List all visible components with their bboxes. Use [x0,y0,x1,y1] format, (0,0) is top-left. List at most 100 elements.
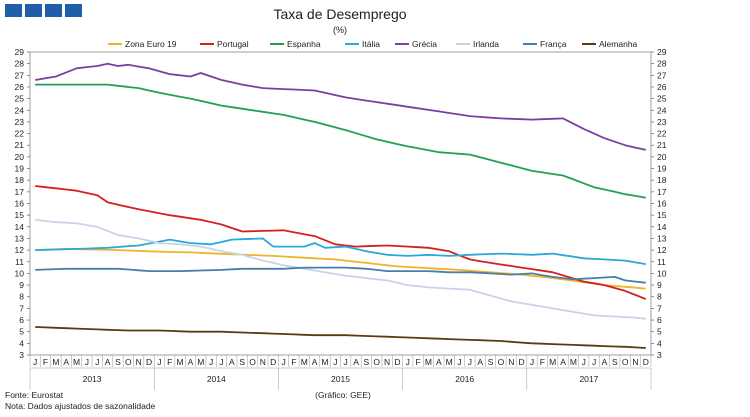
x-month-label: D [643,357,649,367]
x-month-label: J [157,357,161,367]
y-tick-label-right: 26 [657,82,667,92]
y-tick-label-right: 14 [657,222,667,232]
y-tick-label-left: 3 [19,350,24,360]
y-tick-label-left: 14 [15,222,25,232]
x-month-label: M [425,357,432,367]
chart-subtitle: (%) [333,25,347,35]
y-tick-label-right: 27 [657,70,667,80]
y-tick-label-left: 9 [19,280,24,290]
y-tick-label-right: 13 [657,233,667,243]
x-month-label: N [384,357,390,367]
x-month-label: N [136,357,142,367]
y-tick-label-left: 17 [15,187,25,197]
x-month-label: A [436,357,442,367]
series-line-portugal [35,185,647,300]
x-month-label: A [63,357,69,367]
x-month-label: M [73,357,80,367]
y-tick-label-right: 15 [657,210,667,220]
logo-block [5,4,22,17]
x-month-label: D [519,357,525,367]
y-tick-label-left: 24 [15,105,25,115]
x-month-label: A [560,357,566,367]
x-month-label: N [508,357,514,367]
legend-label-zona-euro-19: Zona Euro 19 [125,39,177,49]
x-month-label: F [167,357,172,367]
y-tick-label-right: 23 [657,117,667,127]
x-month-label: N [260,357,266,367]
x-month-label: O [249,357,256,367]
y-tick-label-right: 8 [657,292,662,302]
y-tick-label-right: 12 [657,245,667,255]
x-month-label: A [312,357,318,367]
y-tick-label-left: 26 [15,82,25,92]
x-year-label: 2017 [579,374,598,384]
x-month-label: A [602,357,608,367]
series-line-zona-euro-19 [35,247,646,290]
x-month-label: J [468,357,472,367]
y-tick-label-left: 22 [15,129,25,139]
x-month-label: M [197,357,204,367]
x-month-label: S [612,357,618,367]
x-month-label: J [582,357,586,367]
y-tick-label-right: 4 [657,338,662,348]
legend-label-grecia: Grécia [412,39,437,49]
x-month-label: D [394,357,400,367]
y-tick-label-right: 29 [657,47,667,57]
x-month-label: J [344,357,348,367]
x-month-label: J [33,357,37,367]
x-year-label: 2014 [207,374,226,384]
x-month-label: M [177,357,184,367]
y-tick-label-left: 16 [15,199,25,209]
y-tick-label-left: 25 [15,94,25,104]
y-tick-label-left: 8 [19,292,24,302]
source-note: Fonte: Eurostat [5,390,64,400]
x-month-label: J [457,357,461,367]
y-tick-label-right: 24 [657,105,667,115]
y-tick-label-right: 3 [657,350,662,360]
x-month-label: J [592,357,596,367]
x-month-label: J [281,357,285,367]
x-month-label: M [52,357,59,367]
legend-label-franca: França [540,39,567,49]
x-month-label: A [188,357,194,367]
logo-block [65,4,82,17]
x-month-label: O [373,357,380,367]
y-tick-label-left: 12 [15,245,25,255]
legend-label-alemanha: Alemanha [599,39,638,49]
y-tick-label-right: 11 [657,257,666,267]
x-month-label: D [270,357,276,367]
logo-block [25,4,42,17]
y-tick-label-left: 29 [15,47,25,57]
y-tick-label-left: 20 [15,152,25,162]
x-month-label: M [301,357,308,367]
legend-label-espanha: Espanha [287,39,321,49]
x-month-label: F [416,357,421,367]
x-month-label: O [125,357,132,367]
y-tick-label-left: 27 [15,70,25,80]
legend-label-irlanda: Irlanda [473,39,499,49]
x-month-label: M [549,357,556,367]
chart-title: Taxa de Desemprego [273,6,406,22]
y-tick-label-left: 13 [15,233,25,243]
legend-label-portugal: Portugal [217,39,249,49]
y-tick-label-right: 9 [657,280,662,290]
x-month-label: M [570,357,577,367]
y-tick-label-right: 21 [657,140,667,150]
x-month-label: J [530,357,534,367]
x-month-label: F [540,357,545,367]
y-tick-label-right: 28 [657,59,667,69]
y-tick-label-left: 5 [19,327,24,337]
y-tick-label-left: 7 [19,303,24,313]
y-tick-label-right: 5 [657,327,662,337]
y-tick-label-left: 11 [15,257,24,267]
y-tick-label-right: 6 [657,315,662,325]
series-line-franca [35,266,646,284]
x-month-label: S [115,357,121,367]
x-month-label: S [488,357,494,367]
y-tick-label-right: 10 [657,268,667,278]
y-tick-label-right: 19 [657,164,667,174]
x-month-label: J [95,357,99,367]
